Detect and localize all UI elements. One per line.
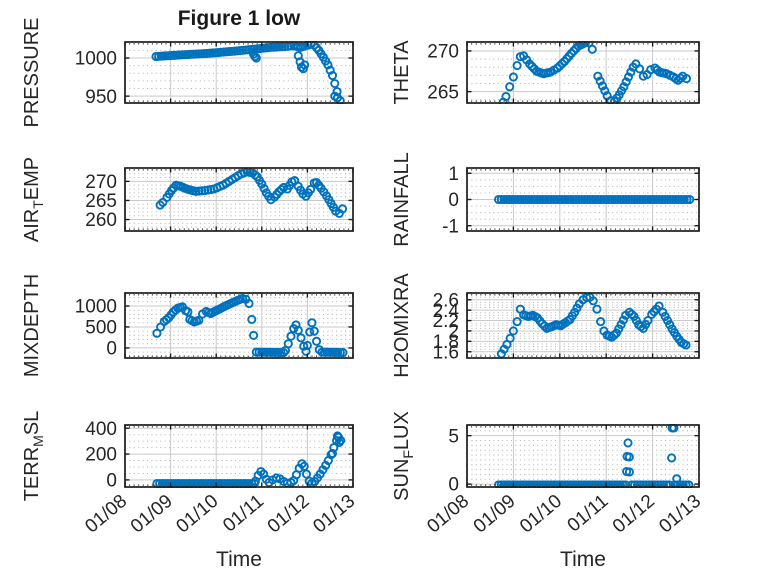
y-tick-label: -1 [442, 216, 459, 237]
y-tick-label: 2 [448, 322, 459, 343]
y-tick-label: 5 [448, 426, 459, 447]
series-air_temp [155, 167, 348, 218]
x-tick-label: 01/10 [172, 491, 222, 538]
x-tick-label: 01/10 [516, 491, 566, 538]
x-axis-label-left: Time [216, 548, 262, 571]
y-tick-label: 2.6 [433, 290, 459, 311]
y-tick-label: 2.2 [433, 311, 459, 332]
y-axis-label-air_temp: AIRTEMP [21, 157, 46, 242]
figure-title: Figure 1 low [177, 7, 301, 30]
y-tick-label: 260 [85, 210, 117, 231]
y-tick-label: 0 [106, 339, 117, 360]
subplot-pressure: 950 1000 PRESSURE [21, 17, 354, 128]
x-tick-label: 01/09 [127, 491, 177, 538]
series-mixdepth [152, 293, 348, 358]
y-tick-label: 1 [448, 164, 459, 185]
y-tick-label: 500 [85, 318, 117, 339]
y-tick-label: 2.4 [433, 301, 460, 322]
y-tick-label: 400 [85, 419, 117, 440]
y-tick-label: 0 [448, 475, 459, 496]
y-axis-label-rainfall: RAINFALL [391, 152, 413, 246]
series-theta [498, 41, 692, 104]
series-rainfall [494, 194, 695, 205]
series-pressure [151, 41, 345, 104]
y-tick-label: 270 [427, 42, 459, 63]
y-tick-label: 1.8 [433, 332, 459, 353]
x-tick-label: 01/11 [219, 491, 268, 537]
y-tick-label: 200 [85, 445, 117, 466]
y-tick-label: 0 [106, 471, 117, 492]
x-tick-label: 01/11 [564, 491, 613, 537]
subplot-h2omixra: 1.61.822.22.42.6 H2OMIXRA [391, 273, 700, 378]
x-tick-label: 01/12 [609, 491, 659, 538]
y-tick-label: 265 [427, 82, 459, 103]
y-tick-label: 265 [85, 191, 117, 212]
y-axis-label-theta: THETA [391, 40, 413, 105]
y-axis-label-mixdepth: MIXDEPTH [21, 274, 43, 377]
x-tick-label: 01/13 [309, 491, 359, 538]
y-tick-label: 1.6 [433, 342, 459, 363]
x-axis-label-right: Time [560, 548, 606, 571]
y-axis-label-pressure: PRESSURE [21, 17, 43, 127]
y-axis-label-sun_flux: SUNFLUX [391, 411, 416, 501]
y-tick-label: 1000 [75, 297, 117, 318]
y-tick-label: 1000 [75, 49, 117, 70]
y-axis-label-terr_msl: TERRMSL [21, 411, 46, 502]
y-axis-label-h2omixra: H2OMIXRA [391, 273, 413, 378]
y-tick-label: 950 [85, 87, 117, 108]
x-tick-label: 01/08 [81, 491, 131, 538]
y-tick-label: 0 [448, 190, 459, 211]
x-tick-label: 01/12 [264, 491, 314, 538]
series-terr_msl [152, 431, 346, 488]
x-tick-label: 01/09 [470, 491, 520, 538]
y-tick-label: 270 [85, 172, 117, 193]
subplot-rainfall: -1 0 1 RAINFALL [391, 152, 700, 247]
subplot-theta: 265 270 THETA [391, 40, 700, 105]
series-h2omixra [496, 292, 691, 359]
x-tick-label: 01/13 [655, 491, 705, 538]
x-tick-label: 01/08 [423, 491, 473, 538]
